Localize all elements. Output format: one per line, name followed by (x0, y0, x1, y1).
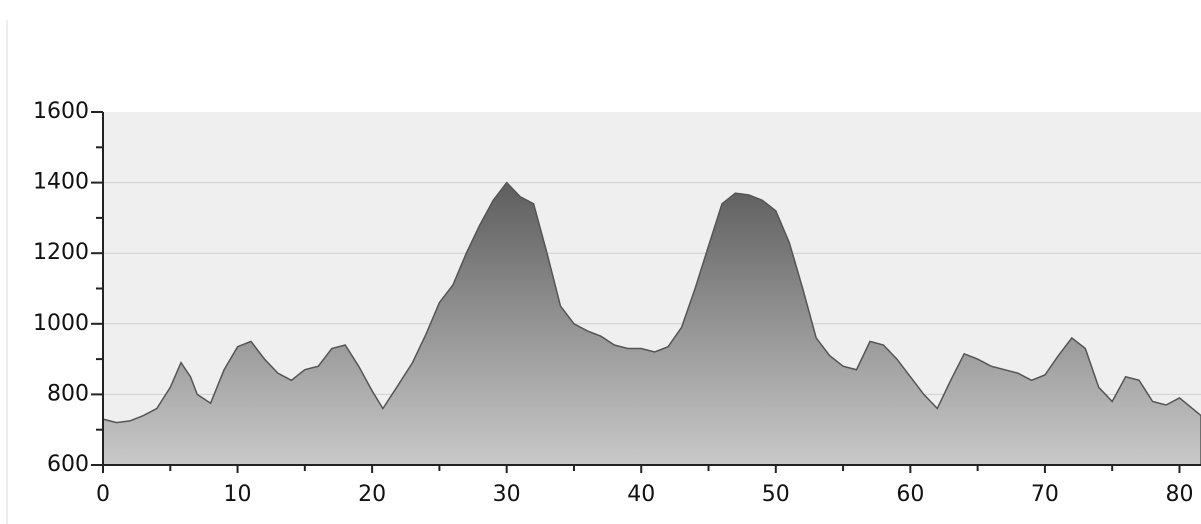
x-tick-label: 20 (358, 482, 386, 507)
x-tick-label: 60 (896, 482, 924, 507)
x-tick-label: 30 (493, 482, 521, 507)
elevation-area (102, 181, 1201, 466)
y-tick-label: 1600 (33, 99, 89, 124)
y-tick-label: 800 (47, 381, 89, 406)
y-tick-label: 1200 (33, 240, 89, 265)
x-tick-label: 70 (1031, 482, 1059, 507)
y-tick-label: 1000 (33, 311, 89, 336)
x-tick-label: 50 (762, 482, 790, 507)
y-tick-label: 1400 (33, 170, 89, 195)
x-tick-label: 10 (224, 482, 252, 507)
x-tick-label: 0 (96, 482, 110, 507)
x-tick-label: 80 (1165, 482, 1193, 507)
x-tick-label: 40 (627, 482, 655, 507)
y-tick-label: 600 (47, 452, 89, 477)
